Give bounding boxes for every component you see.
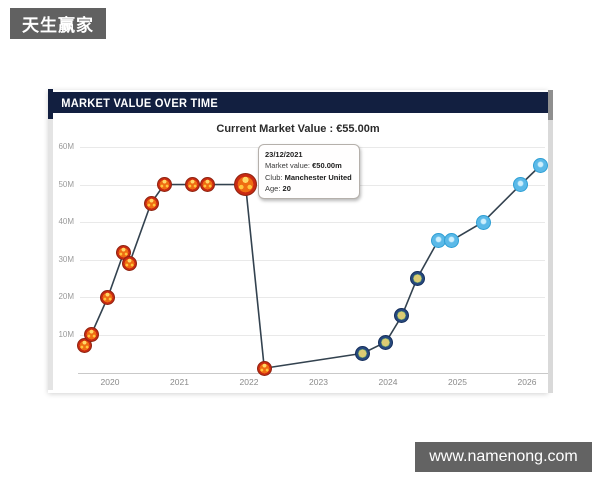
man-utd-crest-icon[interactable] — [143, 195, 159, 211]
y-axis-tick-label: 40M — [58, 217, 74, 226]
man-utd-crest-icon[interactable] — [156, 177, 172, 192]
man-utd-crest-icon[interactable] — [256, 360, 272, 376]
tooltip-age: Age: 20 — [265, 183, 291, 193]
market-value-panel — [48, 90, 548, 393]
man-utd-crest-icon[interactable] — [234, 173, 258, 196]
panel-left-border — [48, 119, 53, 390]
x-axis-tick-label: 2024 — [378, 377, 398, 387]
panel-title: MARKET VALUE OVER TIME — [61, 95, 219, 110]
y-axis-tick-label: 20M — [58, 292, 74, 301]
panel-header: MARKET VALUE OVER TIME — [53, 92, 548, 113]
x-axis-tick-label: 2020 — [100, 377, 120, 387]
tooltip-date: 23/12/2021 — [265, 150, 303, 159]
y-gridline — [80, 259, 545, 261]
man-utd-crest-icon[interactable] — [100, 289, 116, 305]
chart-tooltip: 23/12/2021 Market value: €50.00m Club: M… — [258, 144, 360, 199]
man-utd-crest-icon[interactable] — [121, 255, 137, 271]
scrollbar-thumb[interactable] — [548, 90, 553, 120]
site-watermark: www.namenong.com — [415, 442, 592, 472]
panel-left-accent — [48, 89, 53, 119]
x-axis-tick-label: 2025 — [448, 377, 467, 387]
light-blue-crest-icon[interactable] — [532, 158, 548, 174]
x-axis-tick-label: 2023 — [309, 377, 328, 387]
y-axis-tick-label: 30M — [58, 254, 74, 264]
navy-yellow-crest-icon[interactable] — [409, 270, 425, 286]
man-utd-crest-icon[interactable] — [83, 327, 99, 342]
top-watermark-badge: 天生赢家 — [10, 8, 106, 39]
light-blue-crest-icon[interactable] — [475, 214, 491, 230]
current-market-value-label: Current Market Value : €55.00m — [216, 123, 380, 135]
y-axis-tick-label: 10M — [58, 329, 74, 339]
x-axis-tick-label: 2022 — [239, 377, 259, 387]
tooltip-club: Club: Manchester United — [265, 172, 352, 182]
y-axis-tick-label: 60M — [58, 142, 74, 151]
light-blue-crest-icon[interactable] — [443, 233, 459, 249]
scrollbar-track[interactable] — [548, 90, 553, 393]
tooltip-market-value: Market value: €50.00m — [265, 161, 342, 171]
y-gridline — [80, 334, 545, 336]
x-axis-tick-label: 2026 — [517, 377, 537, 387]
y-gridline — [80, 297, 545, 298]
x-axis-line — [78, 373, 548, 374]
x-axis-tick-label: 2021 — [170, 377, 189, 387]
y-axis-tick-label: 50M — [58, 179, 74, 189]
navy-yellow-crest-icon[interactable] — [378, 334, 394, 350]
